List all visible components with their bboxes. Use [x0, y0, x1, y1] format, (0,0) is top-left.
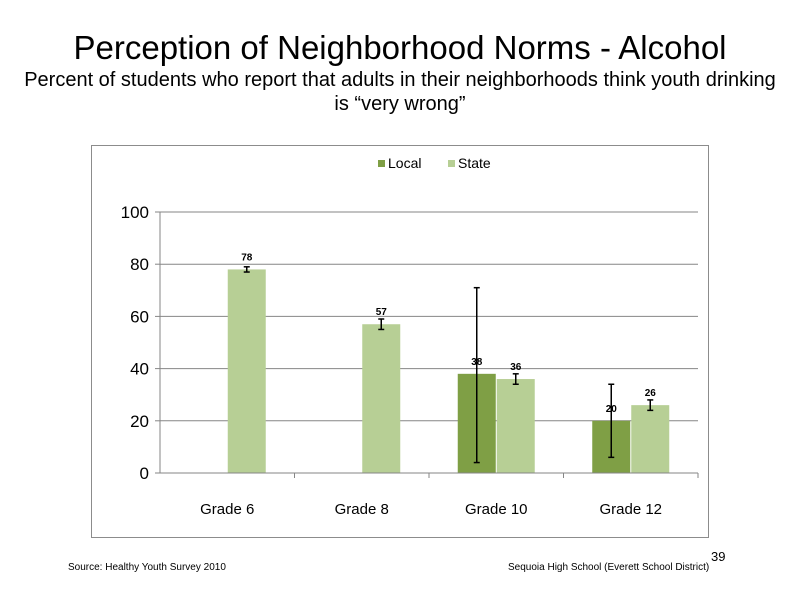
legend-swatch-local — [378, 160, 385, 167]
data-label: 36 — [510, 362, 522, 373]
slide-subtitle: Percent of students who report that adul… — [24, 69, 776, 115]
data-label: 57 — [376, 307, 388, 318]
bar-state — [631, 405, 670, 473]
page-number: 39 — [711, 549, 726, 564]
y-tick-label: 0 — [140, 464, 149, 483]
data-label: 78 — [241, 252, 253, 263]
chart-area: 0 20 40 60 80 100 Grade 6 78 Grade 8 57 Grade 10 38… — [91, 145, 709, 538]
y-tick-label: 100 — [121, 203, 149, 222]
data-label: 38 — [471, 357, 483, 368]
bar-state — [227, 269, 266, 473]
x-tick-label: Grade 8 — [335, 501, 389, 518]
x-tick-label: Grade 12 — [599, 501, 662, 518]
y-tick-label: 20 — [130, 412, 149, 431]
source-note: Source: Healthy Youth Survey 2010 — [68, 562, 226, 573]
slide-title: Perception of Neighborhood Norms - Alcoh… — [73, 29, 727, 66]
bar-chart: 0 20 40 60 80 100 Grade 6 78 Grade 8 57 Grade 10 38… — [121, 155, 699, 518]
y-tick-label: 40 — [130, 360, 149, 379]
legend-label-local: Local — [388, 155, 421, 171]
x-tick-label: Grade 6 — [200, 501, 254, 518]
bar-state — [496, 379, 535, 473]
legend-swatch-state — [448, 160, 455, 167]
x-tick-label: Grade 10 — [465, 501, 528, 518]
y-tick-label: 60 — [130, 307, 149, 326]
legend-label-state: State — [458, 155, 491, 171]
data-label: 26 — [645, 388, 657, 399]
y-tick-label: 80 — [130, 255, 149, 274]
data-label: 20 — [606, 404, 618, 415]
footer-school-name: Sequoia High School (Everett School Dist… — [508, 562, 710, 573]
bar-state — [362, 324, 401, 473]
